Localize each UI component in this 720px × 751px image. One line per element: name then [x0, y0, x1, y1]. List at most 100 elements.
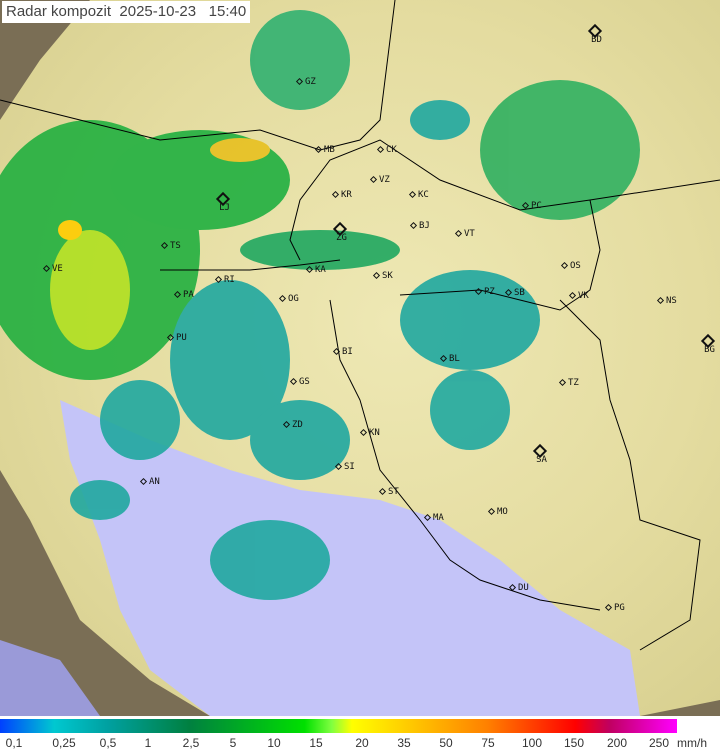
city-label: VE: [52, 264, 63, 274]
city-label: PC: [531, 201, 542, 211]
city-marker[interactable]: SA: [532, 443, 548, 465]
city-label: MB: [324, 145, 335, 155]
city-marker[interactable]: VT: [454, 229, 475, 239]
city-label: TZ: [568, 378, 579, 388]
city-marker[interactable]: PU: [166, 333, 187, 343]
city-marker[interactable]: BD: [587, 23, 603, 45]
legend-tick-label: 15: [309, 736, 323, 750]
sea: [60, 400, 640, 716]
city-diamond-icon: [139, 477, 148, 486]
rain-echoes: [0, 10, 640, 600]
city-diamond-icon: [504, 288, 513, 297]
city-label: GS: [299, 377, 310, 387]
city-diamond-icon: [474, 287, 483, 296]
city-marker[interactable]: OS: [560, 261, 581, 271]
city-marker[interactable]: GZ: [295, 77, 316, 87]
city-label: KN: [369, 428, 380, 438]
city-label: BL: [449, 354, 460, 364]
city-label: KC: [418, 190, 429, 200]
city-label: PU: [176, 333, 187, 343]
city-diamond-icon: [409, 221, 418, 230]
city-marker[interactable]: CK: [376, 145, 397, 155]
city-marker[interactable]: KC: [408, 190, 429, 200]
city-marker[interactable]: SI: [334, 462, 355, 472]
city-marker[interactable]: KR: [331, 190, 352, 200]
city-marker[interactable]: SK: [372, 271, 393, 281]
city-marker[interactable]: PZ: [474, 287, 495, 297]
city-diamond-icon: [42, 264, 51, 273]
radar-map[interactable]: Radar kompozit 2025-10-23 15:40 BD LJ ZG…: [0, 0, 720, 716]
map-title: Radar kompozit 2025-10-23 15:40: [2, 1, 251, 23]
city-marker[interactable]: GS: [289, 377, 310, 387]
city-label: SK: [382, 271, 393, 281]
city-marker[interactable]: PG: [604, 603, 625, 613]
city-marker[interactable]: PC: [521, 201, 542, 211]
city-diamond-icon: [166, 333, 175, 342]
legend-tick-label: 10: [267, 736, 281, 750]
legend-tick-label: 20: [355, 736, 369, 750]
legend-tick-label: 250: [648, 736, 670, 750]
city-marker[interactable]: VE: [42, 264, 63, 274]
city-marker[interactable]: TZ: [558, 378, 579, 388]
capital-diamond-icon: [604, 603, 613, 612]
city-label: SB: [514, 288, 525, 298]
city-marker[interactable]: VK: [568, 291, 589, 301]
city-label: TS: [170, 241, 181, 251]
city-marker[interactable]: BL: [439, 354, 460, 364]
city-marker[interactable]: BJ: [409, 221, 430, 231]
city-diamond-icon: [278, 294, 287, 303]
city-diamond-icon: [656, 296, 665, 305]
city-diamond-icon: [487, 507, 496, 516]
city-marker[interactable]: KA: [305, 265, 326, 275]
city-label: MO: [497, 507, 508, 517]
city-diamond-icon: [568, 291, 577, 300]
city-diamond-icon: [454, 229, 463, 238]
city-diamond-icon: [314, 145, 323, 154]
sea-lower-left: [0, 640, 100, 716]
city-marker[interactable]: KN: [359, 428, 380, 438]
city-marker[interactable]: ZG: [332, 221, 348, 243]
city-diamond-icon: [560, 261, 569, 270]
city-diamond-icon: [376, 145, 385, 154]
city-label: GZ: [305, 77, 316, 87]
city-diamond-icon: [334, 462, 343, 471]
city-label: MA: [433, 513, 444, 523]
city-marker[interactable]: NS: [656, 296, 677, 306]
legend-tick-label: 75: [481, 736, 495, 750]
city-marker[interactable]: OG: [278, 294, 299, 304]
city-marker[interactable]: BI: [332, 348, 353, 357]
city-marker[interactable]: TS: [160, 241, 181, 251]
city-marker[interactable]: ST: [378, 488, 399, 497]
map-graphics: [0, 0, 720, 716]
city-label: RI: [224, 275, 235, 285]
legend-unit: mm/h: [677, 736, 707, 750]
city-marker[interactable]: MA: [423, 513, 444, 523]
city-diamond-icon: [521, 201, 530, 210]
city-diamond-icon: [295, 77, 304, 86]
city-label: NS: [666, 296, 677, 306]
legend-tick-label: 150: [563, 736, 585, 750]
city-diamond-icon: [331, 190, 340, 199]
legend-color-bar: [0, 719, 677, 733]
city-label: DU: [518, 583, 529, 593]
city-marker[interactable]: AN: [139, 477, 160, 487]
borders: [0, 0, 720, 651]
city-marker[interactable]: SB: [504, 288, 525, 298]
city-marker[interactable]: DU: [508, 583, 529, 593]
city-marker[interactable]: MB: [314, 145, 335, 155]
legend-tick-label: 5: [229, 736, 237, 750]
city-marker[interactable]: VZ: [369, 176, 390, 185]
city-diamond-icon: [359, 428, 368, 437]
city-diamond-icon: [282, 420, 291, 429]
city-diamond-icon: [214, 275, 223, 284]
city-marker[interactable]: BG: [700, 333, 716, 355]
legend-tick-label: 50: [439, 736, 453, 750]
city-marker[interactable]: LJ: [215, 191, 231, 213]
city-marker[interactable]: PA: [173, 291, 194, 300]
city-diamond-icon: [408, 190, 417, 199]
city-marker[interactable]: RI: [214, 275, 235, 285]
city-marker[interactable]: ZD: [282, 420, 303, 430]
city-marker[interactable]: MO: [487, 507, 508, 517]
city-diamond-icon: [508, 583, 517, 592]
city-label: KA: [315, 265, 326, 275]
